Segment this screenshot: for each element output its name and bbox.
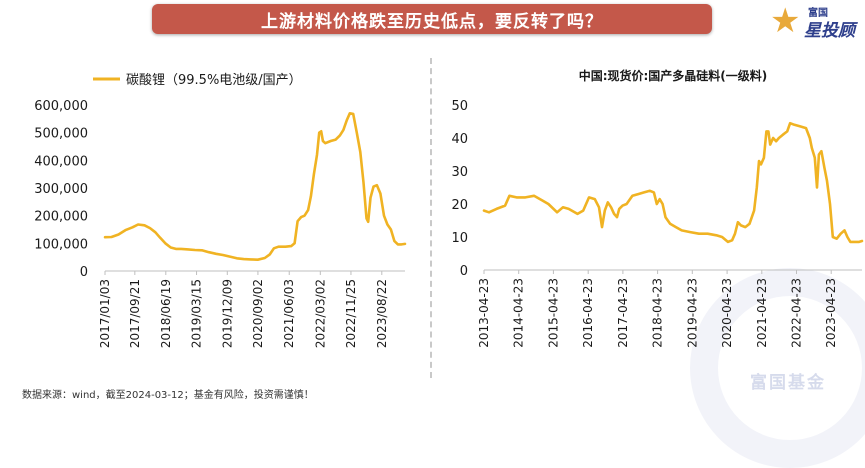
brand-small-text: 富国: [808, 8, 828, 19]
data-source-note: 数据来源：wind，截至2024-03-12；基金有风险，投资需谨慎！: [22, 390, 314, 401]
star-icon: ★: [770, 1, 801, 41]
brand-big-text: 星投顾: [804, 21, 855, 41]
x-tick-label: 2021/06/03: [282, 279, 296, 348]
x-tick-label: 2017/01/03: [98, 279, 112, 348]
x-tick-label: 2016-04-23: [581, 278, 595, 348]
brand-logo: ★ 富国 星投顾: [770, 2, 862, 44]
lithium-carbonate-chart: 碳酸锂（99.5%电池级/国产） 600,000 500,000 400,000 300…: [34, 73, 407, 348]
x-tick-label: 2013-04-23: [477, 278, 491, 348]
watermark-text: 富国基金: [750, 373, 826, 393]
y-tick-label: 50: [451, 99, 468, 114]
x-tick-label: 2019/03/15: [190, 279, 204, 348]
x-tick-label: 2023-04-23: [824, 278, 838, 348]
y-tick-label: 10: [451, 231, 468, 246]
legend-label: 碳酸锂（99.5%电池级/国产）: [126, 73, 302, 88]
y-tick-label: 300,000: [34, 182, 88, 197]
y-tick-label: 20: [451, 198, 468, 213]
x-tick-label: 2021-04-23: [755, 278, 769, 348]
panel-divider: [430, 58, 432, 378]
y-tick-label: 0: [80, 265, 88, 280]
x-tick-label: 2019-04-23: [685, 278, 699, 348]
page-title: 上游材料价格跌至历史低点，要反转了吗？: [152, 4, 712, 34]
y-tick-label: 100,000: [34, 237, 88, 252]
x-tick-label: 2022/11/25: [344, 279, 358, 348]
x-tick-label: 2022/03/02: [313, 279, 327, 348]
y-tick-label: 0: [460, 264, 468, 279]
series-line: [482, 121, 864, 244]
y-tick-label: 400,000: [34, 154, 88, 169]
x-tick-label: 2018/06/19: [159, 279, 173, 348]
chart-title: 中国:现货价:国产多晶硅料(一级料): [579, 68, 768, 83]
y-tick-label: 200,000: [34, 210, 88, 225]
y-tick-label: 40: [451, 132, 468, 147]
polysilicon-chart: 中国:现货价:国产多晶硅料(一级料) 50 40 30 20 10 0 2013-04-23 2…: [451, 68, 864, 348]
x-tick-label: 2017-04-23: [616, 278, 630, 348]
x-tick-label: 2017/09/21: [128, 279, 142, 348]
y-tick-label: 30: [451, 165, 468, 180]
series-line: [103, 112, 407, 262]
y-tick-label: 500,000: [34, 127, 88, 142]
x-tick-label: 2018-04-23: [651, 278, 665, 348]
x-tick-label: 2020/09/02: [251, 279, 265, 348]
x-tick-label: 2020-04-23: [720, 278, 734, 348]
charts-canvas: 碳酸锂（99.5%电池级/国产）600,000500,000400,000300…: [34, 68, 864, 348]
x-tick-label: 2022-04-23: [789, 278, 803, 348]
x-tick-label: 2014-04-23: [512, 278, 526, 348]
x-tick-label: 2015-04-23: [546, 278, 560, 348]
x-tick-label: 2023/08/22: [375, 279, 389, 348]
x-tick-label: 2019/12/09: [220, 279, 234, 348]
y-tick-label: 600,000: [34, 99, 88, 114]
